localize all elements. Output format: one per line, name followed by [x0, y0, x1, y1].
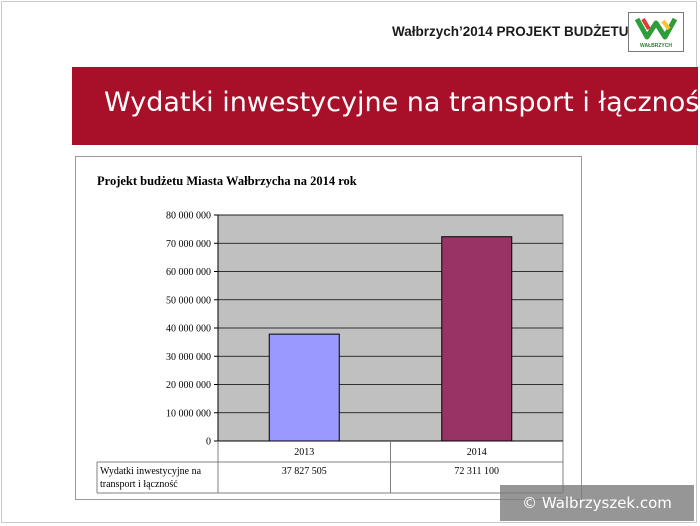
slide-title: Wydatki inwestycyjne na transport i łącz…	[104, 87, 700, 118]
x-tick-label: 2013	[294, 447, 314, 458]
x-tick-label: 2014	[467, 447, 487, 458]
y-tick-label: 20 000 000	[166, 380, 211, 391]
bar-2013	[268, 333, 340, 442]
bar-2014	[441, 236, 513, 442]
header-title: Wałbrzych’2014 PROJEKT BUDŻETU	[392, 24, 629, 39]
table-row-label: transport i łączność	[100, 479, 178, 490]
y-tick-label: 60 000 000	[166, 267, 211, 278]
table-value: 72 311 100	[454, 466, 499, 477]
y-tick-label: 0	[206, 437, 211, 448]
title-banner: Wydatki inwestycyjne na transport i łącz…	[72, 67, 700, 145]
logo-mark-icon	[634, 17, 678, 40]
chart-title: Projekt budżetu Miasta Wałbrzycha na 201…	[97, 174, 357, 188]
y-tick-label: 80 000 000	[166, 211, 211, 222]
y-tick-label: 50 000 000	[166, 295, 211, 306]
table-value: 37 827 505	[282, 466, 327, 477]
y-tick-label: 40 000 000	[166, 324, 211, 335]
walbrzych-logo: WAŁBRZYCH	[628, 12, 684, 52]
logo-caption: WAŁBRZYCH	[640, 43, 672, 49]
watermark: © Walbrzyszek.com	[500, 485, 694, 521]
table-row-label: Wydatki inwestycyjne na	[100, 466, 202, 477]
y-tick-label: 70 000 000	[166, 239, 211, 250]
y-tick-label: 10 000 000	[166, 408, 211, 419]
y-tick-label: 30 000 000	[166, 352, 211, 363]
